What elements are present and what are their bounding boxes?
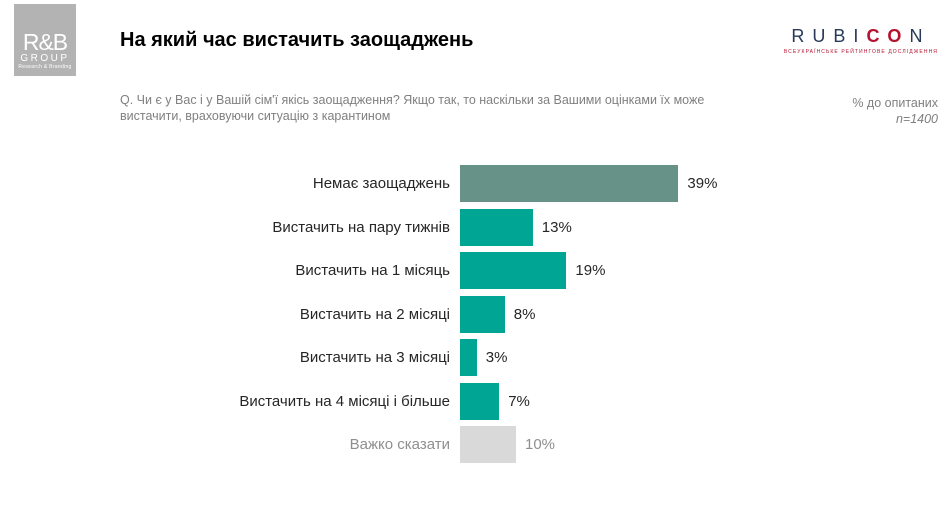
rubicon-letters-navy-2: N <box>909 26 931 46</box>
category-label: Вистачить на 3 місяці <box>299 349 450 367</box>
chart-row: Вистачить на 4 місяці і більше 7% <box>0 380 952 424</box>
bar <box>460 165 679 203</box>
bar-chart: Немає заощаджень 39% Вистачить на пару тиж… <box>0 162 952 467</box>
survey-question: Q. Чи є у Вас і у Вашій сім'ї якісь заощ… <box>120 93 705 123</box>
rb-logo-text: R&B <box>22 29 68 55</box>
chart-row: Немає заощаджень 39% <box>0 162 952 206</box>
value-label: 39% <box>687 175 718 193</box>
chart-row: Вистачить на 2 місяці 8% <box>0 293 952 337</box>
value-label: 13% <box>541 218 572 236</box>
bar <box>460 252 567 290</box>
category-label: Вистачить на 1 місяць <box>295 262 450 280</box>
rb-logo-tagline: Research & Branding <box>18 64 72 70</box>
category-label: Вистачить на 4 місяці і більше <box>239 392 450 410</box>
rb-group-logo: R&B GROUP Research & Branding <box>14 4 76 76</box>
chart-row: Вистачить на пару тижнів 13% <box>0 206 952 250</box>
category-label: Вистачить на 2 місяці <box>299 305 450 323</box>
bar <box>460 208 533 246</box>
percent-of-respondents-note: % до опитаних <box>852 96 938 110</box>
bar <box>460 295 505 333</box>
category-label: Вистачить на пару тижнів <box>272 218 450 236</box>
bar <box>460 426 516 464</box>
rubicon-letters-navy-1: RUBI <box>791 26 867 46</box>
page-title: На який час вистачить заощаджень <box>120 29 474 51</box>
chart-meta: % до опитаних n=1400 <box>852 95 938 127</box>
value-label: 7% <box>508 392 530 410</box>
value-label: 19% <box>575 262 606 280</box>
value-label: 10% <box>525 436 556 454</box>
bar <box>460 382 500 420</box>
value-label: 8% <box>513 305 536 323</box>
value-label: 3% <box>485 349 508 367</box>
bar <box>460 339 477 377</box>
chart-rows: Немає заощаджень 39% Вистачить на пару тиж… <box>0 162 952 467</box>
rubicon-wordmark: RUBICON <box>784 26 938 47</box>
rb-logo-group-text: GROUP <box>20 53 70 64</box>
rubicon-tagline: ВСЕУКРАЇНСЬКЕ РЕЙТИНГОВЕ ДОСЛІДЖЕННЯ <box>783 49 938 55</box>
category-label: Важко сказати <box>349 436 450 454</box>
rubicon-letters-red: CO <box>866 26 910 46</box>
chart-row: Вистачить на 1 місяць 19% <box>0 249 952 293</box>
chart-row: Вистачить на 3 місяці 3% <box>0 336 952 380</box>
chart-row: Важко сказати 10% <box>0 423 952 467</box>
category-label: Немає заощаджень <box>312 175 450 193</box>
rubicon-logo: RUBICON ВСЕУКРАЇНСЬКЕ РЕЙТИНГОВЕ ДОСЛІДЖ… <box>784 26 938 55</box>
sample-size: n=1400 <box>895 112 938 126</box>
